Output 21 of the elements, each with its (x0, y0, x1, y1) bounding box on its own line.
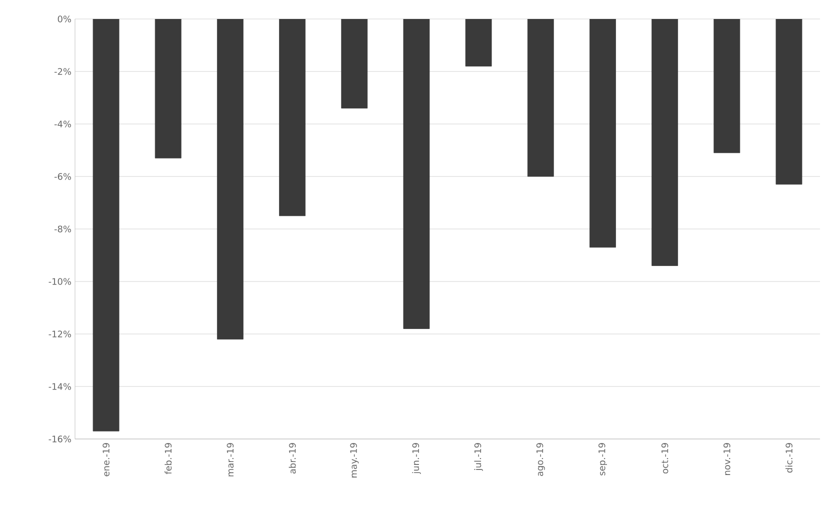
y-tick-label: 0% (58, 16, 71, 22)
y-tick-label: -12% (48, 330, 71, 338)
y-tick-label: -16% (48, 436, 71, 442)
x-tick-label: abr.-19 (288, 443, 296, 474)
y-tick-label: -2% (54, 68, 71, 75)
x-tick-label: jul.-19 (474, 443, 483, 471)
x-tick-label: sep.-19 (598, 443, 607, 476)
x-tick-label: feb.-19 (164, 443, 172, 474)
y-tick-label: -8% (54, 226, 71, 232)
x-tick-label: jun.-19 (412, 443, 421, 474)
y-tick-label: -10% (48, 278, 71, 285)
x-tick-label: may.-19 (350, 443, 359, 478)
x-tick-label: ago.-19 (536, 443, 545, 476)
x-tick-label: oct.-19 (661, 443, 668, 474)
y-tick-label: -14% (48, 383, 71, 390)
x-tick-label: ene.-19 (102, 443, 110, 476)
x-tick-label: nov.-19 (723, 443, 730, 475)
x-tick-label: dic.-19 (786, 443, 792, 473)
y-tick-label: -4% (54, 120, 71, 128)
y-tick-label: -6% (54, 173, 71, 180)
x-tick-label: mar.-19 (226, 443, 234, 476)
